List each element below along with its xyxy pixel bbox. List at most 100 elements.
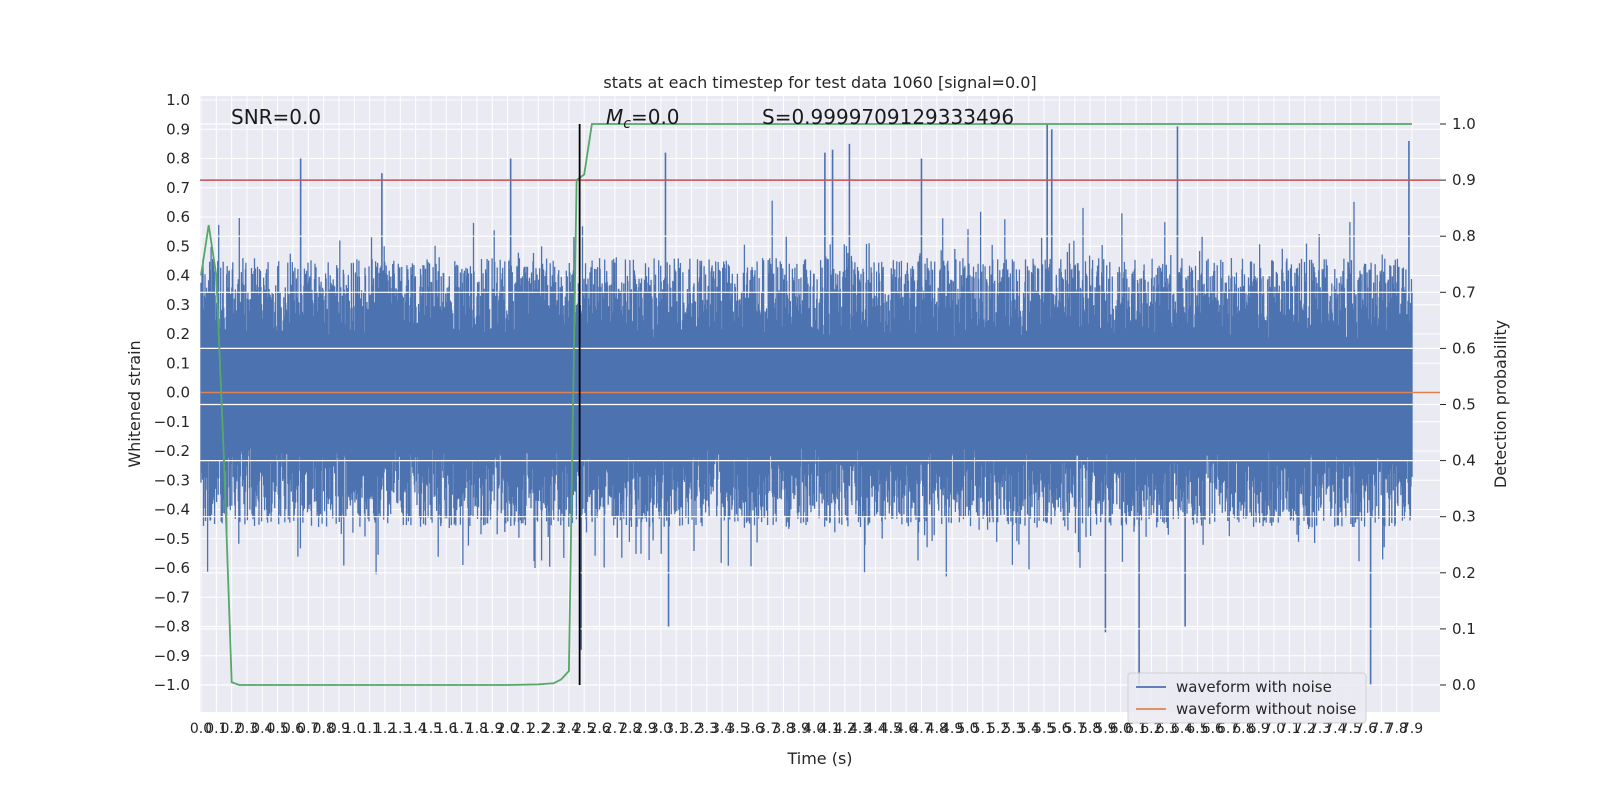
snr-annotation: SNR=0.0 bbox=[231, 105, 321, 129]
x-tick-label: 7.3 bbox=[1309, 721, 1331, 737]
y-tick-label-left: −0.9 bbox=[154, 647, 190, 665]
y-tick-label-right: 0.6 bbox=[1452, 339, 1476, 357]
y-tick-label-left: −0.6 bbox=[154, 559, 190, 577]
x-tick-label: 1.9 bbox=[481, 721, 503, 737]
y-tick-label-left: 0.6 bbox=[166, 208, 190, 226]
x-tick-label: 1.7 bbox=[450, 721, 472, 737]
x-tick-label: 6.5 bbox=[1186, 721, 1208, 737]
x-tick-label: 0.8 bbox=[313, 721, 335, 737]
x-tick-label: 5.0 bbox=[956, 721, 978, 737]
x-tick-label: 2.3 bbox=[542, 721, 564, 737]
chirp-mass-value: =0.0 bbox=[631, 105, 680, 129]
x-tick-label: 3.0 bbox=[650, 721, 672, 737]
y-tick-label-right: 0.5 bbox=[1452, 396, 1476, 414]
x-tick-label: 3.8 bbox=[772, 721, 794, 737]
x-tick-label: 2.4 bbox=[558, 721, 580, 737]
y-tick-label-left: 0.4 bbox=[166, 267, 190, 285]
y-tick-label-left: −0.8 bbox=[154, 618, 190, 636]
y-tick-label-left: 0.3 bbox=[166, 296, 190, 314]
legend-label-waveform-with-noise: waveform with noise bbox=[1176, 678, 1332, 696]
y-tick-label-right: 0.0 bbox=[1452, 676, 1476, 694]
x-tick-label: 1.0 bbox=[343, 721, 365, 737]
y-tick-label-left: −0.7 bbox=[154, 588, 190, 606]
x-tick-label: 7.8 bbox=[1386, 721, 1408, 737]
x-tick-label: 3.4 bbox=[711, 721, 733, 737]
y-tick-label-left: 0.0 bbox=[166, 384, 190, 402]
x-tick-label: 6.9 bbox=[1248, 721, 1270, 737]
x-tick-label: 5.8 bbox=[1079, 721, 1101, 737]
y-tick-label-left: 0.7 bbox=[166, 179, 190, 197]
x-tick-label: 1.6 bbox=[435, 721, 457, 737]
x-tick-label: 5.7 bbox=[1064, 721, 1086, 737]
y-tick-label-right: 0.8 bbox=[1452, 227, 1476, 245]
detection-score-annotation: S=0.9999709129333496 bbox=[762, 105, 1014, 129]
x-tick-label: 0.9 bbox=[328, 721, 350, 737]
x-tick-label: 3.2 bbox=[680, 721, 702, 737]
x-tick-label: 7.0 bbox=[1263, 721, 1285, 737]
x-tick-label: 1.2 bbox=[374, 721, 396, 737]
x-tick-label: 7.7 bbox=[1370, 721, 1392, 737]
x-tick-label: 5.1 bbox=[972, 721, 994, 737]
y-tick-label-right: 0.2 bbox=[1452, 564, 1476, 582]
x-tick-label: 2.6 bbox=[588, 721, 610, 737]
x-tick-label: 4.9 bbox=[941, 721, 963, 737]
x-tick-label: 2.2 bbox=[527, 721, 549, 737]
y-tick-label-left: 0.8 bbox=[166, 150, 190, 168]
x-tick-label: 6.6 bbox=[1202, 721, 1224, 737]
y-tick-label-left: −0.4 bbox=[154, 501, 190, 519]
x-tick-label: 0.2 bbox=[221, 721, 243, 737]
x-tick-label: 7.1 bbox=[1278, 721, 1300, 737]
x-tick-label: 5.3 bbox=[1002, 721, 1024, 737]
x-tick-label: 1.1 bbox=[358, 721, 380, 737]
x-axis-label: Time (s) bbox=[786, 749, 852, 768]
x-tick-label: 5.9 bbox=[1094, 721, 1116, 737]
x-axis-tick-labels: 0.00.10.20.30.40.50.60.70.80.91.01.11.21… bbox=[190, 721, 1423, 737]
chirp-mass-symbol: M bbox=[606, 105, 623, 129]
x-tick-label: 4.1 bbox=[818, 721, 840, 737]
y-tick-label-left: −0.3 bbox=[154, 471, 190, 489]
legend: waveform with noise waveform without noi… bbox=[1127, 672, 1367, 724]
y-tick-label-right: 1.0 bbox=[1452, 115, 1476, 133]
x-tick-label: 3.3 bbox=[696, 721, 718, 737]
x-tick-label: 4.4 bbox=[864, 721, 886, 737]
x-tick-label: 4.7 bbox=[910, 721, 932, 737]
x-tick-label: 4.2 bbox=[834, 721, 856, 737]
x-tick-label: 4.5 bbox=[880, 721, 902, 737]
x-tick-label: 3.5 bbox=[726, 721, 748, 737]
x-tick-label: 1.8 bbox=[466, 721, 488, 737]
y-tick-label-left: 0.5 bbox=[166, 237, 190, 255]
x-tick-label: 2.0 bbox=[496, 721, 518, 737]
x-tick-label: 6.1 bbox=[1125, 721, 1147, 737]
x-tick-label: 4.8 bbox=[926, 721, 948, 737]
x-tick-label: 1.5 bbox=[420, 721, 442, 737]
x-tick-label: 0.3 bbox=[236, 721, 258, 737]
x-tick-label: 6.3 bbox=[1156, 721, 1178, 737]
chirp-mass-subscript: c bbox=[623, 116, 631, 132]
left-axis-tick-labels: 1.0 0.9 0.8 0.7 0.6 0.5 0.4 0.3 0.2 0.1 0.0 −0.1 −0.… bbox=[154, 91, 190, 694]
x-tick-label: 6.7 bbox=[1217, 721, 1239, 737]
x-tick-label: 6.4 bbox=[1171, 721, 1193, 737]
y-axis-label-right: Detection probability bbox=[1491, 320, 1510, 488]
legend-box bbox=[1127, 672, 1367, 724]
y-tick-label-left: −0.5 bbox=[154, 530, 190, 548]
x-tick-label: 2.7 bbox=[604, 721, 626, 737]
x-tick-label: 6.0 bbox=[1110, 721, 1132, 737]
right-axis-tick-labels: 1.0 0.9 0.8 0.7 0.6 0.5 0.4 0.3 0.2 0.1 0.0 bbox=[1440, 115, 1476, 694]
x-tick-label: 0.4 bbox=[251, 721, 273, 737]
y-tick-label-left: 1.0 bbox=[166, 91, 190, 109]
x-tick-label: 7.6 bbox=[1355, 721, 1377, 737]
x-tick-label: 5.2 bbox=[987, 721, 1009, 737]
x-tick-label: 1.3 bbox=[389, 721, 411, 737]
x-tick-label: 5.4 bbox=[1018, 721, 1040, 737]
chart-title: stats at each timestep for test data 106… bbox=[603, 73, 1036, 92]
y-tick-label-right: 0.9 bbox=[1452, 171, 1476, 189]
y-tick-label-right: 0.7 bbox=[1452, 283, 1476, 301]
y-tick-label-left: 0.9 bbox=[166, 120, 190, 138]
x-tick-label: 6.2 bbox=[1140, 721, 1162, 737]
x-tick-label: 2.1 bbox=[512, 721, 534, 737]
x-tick-label: 2.8 bbox=[619, 721, 641, 737]
x-tick-label: 5.6 bbox=[1048, 721, 1070, 737]
y-tick-label-left: −1.0 bbox=[154, 676, 190, 694]
x-tick-label: 7.9 bbox=[1401, 721, 1423, 737]
